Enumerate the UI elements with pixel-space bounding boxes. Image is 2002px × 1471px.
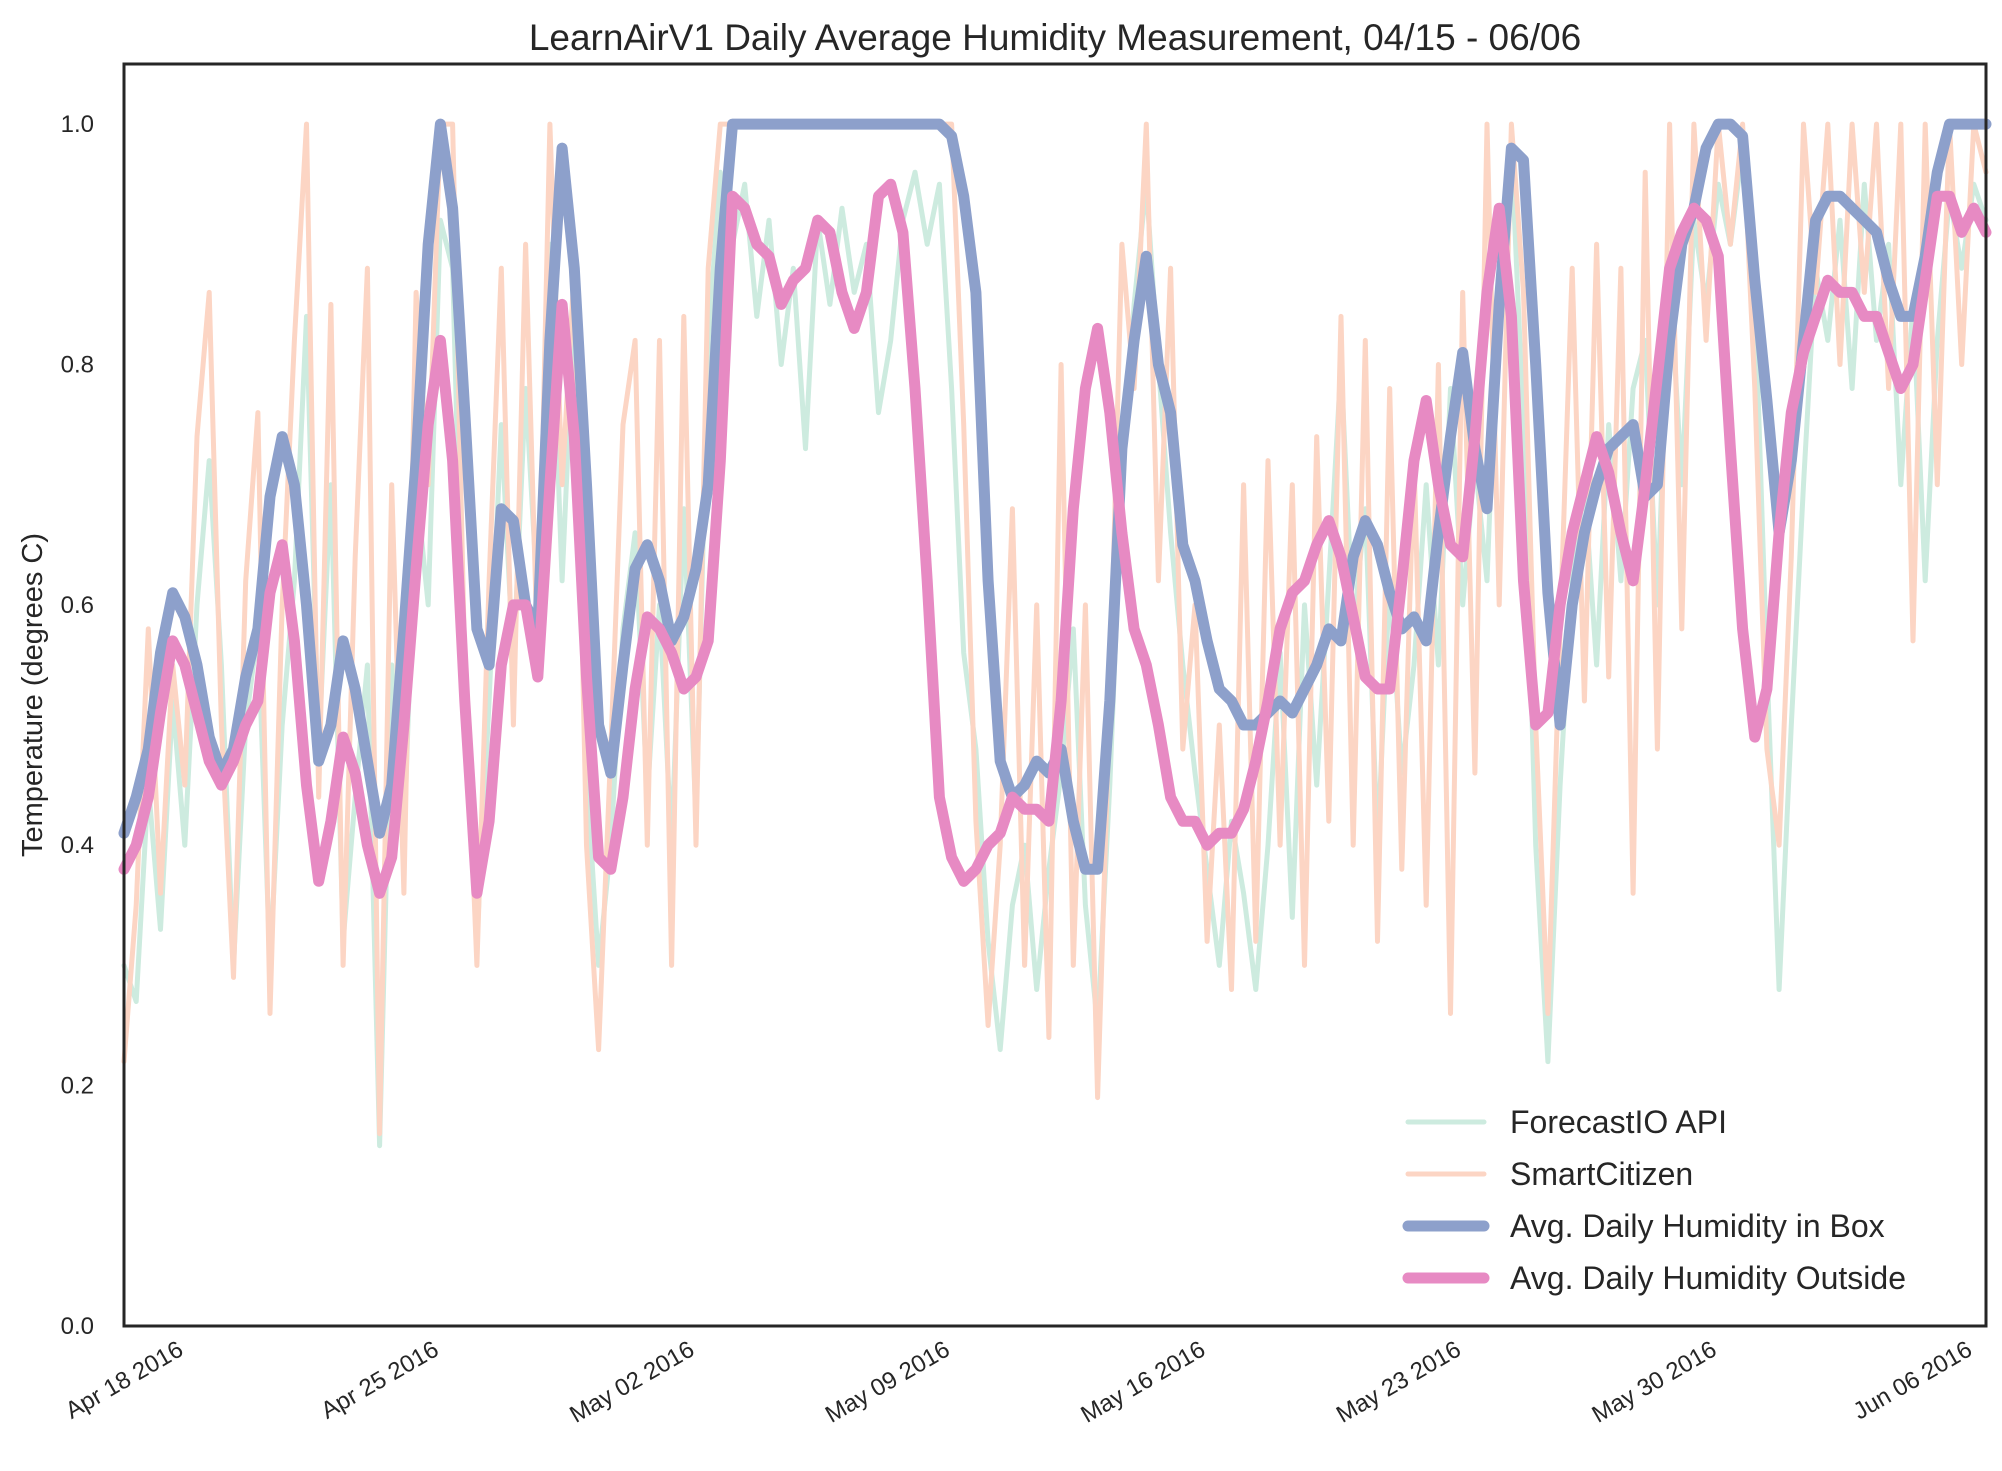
legend-label-1: SmartCitizen: [1510, 1156, 1693, 1192]
series-layer: [118, 118, 1992, 1149]
y-tick-label-0: 0.0: [61, 1313, 94, 1340]
y-tick-label-3: 0.6: [61, 592, 94, 619]
legend-label-3: Avg. Daily Humidity Outside: [1510, 1260, 1906, 1296]
chart-title: LearnAirV1 Daily Average Humidity Measur…: [529, 17, 1581, 58]
series-line-1: [121, 121, 1989, 1137]
series-line-3: [118, 178, 1992, 899]
legend-label-0: ForecastIO API: [1510, 1104, 1727, 1140]
y-tick-label-2: 0.4: [61, 832, 94, 859]
legend-label-2: Avg. Daily Humidity in Box: [1510, 1208, 1885, 1244]
axes-frame: [122, 62, 1988, 1328]
legend: ForecastIO API SmartCitizen Avg. Daily Hum…: [1402, 1104, 1906, 1296]
y-tick-label-5: 1.0: [61, 111, 94, 138]
y-axis-label: Temperature (degrees C): [17, 533, 49, 857]
y-tick-label-4: 0.8: [61, 351, 94, 378]
y-axis: 0.0 0.2 0.4 0.6 0.8 1.0: [61, 111, 94, 1340]
y-tick-label-1: 0.2: [61, 1073, 94, 1100]
